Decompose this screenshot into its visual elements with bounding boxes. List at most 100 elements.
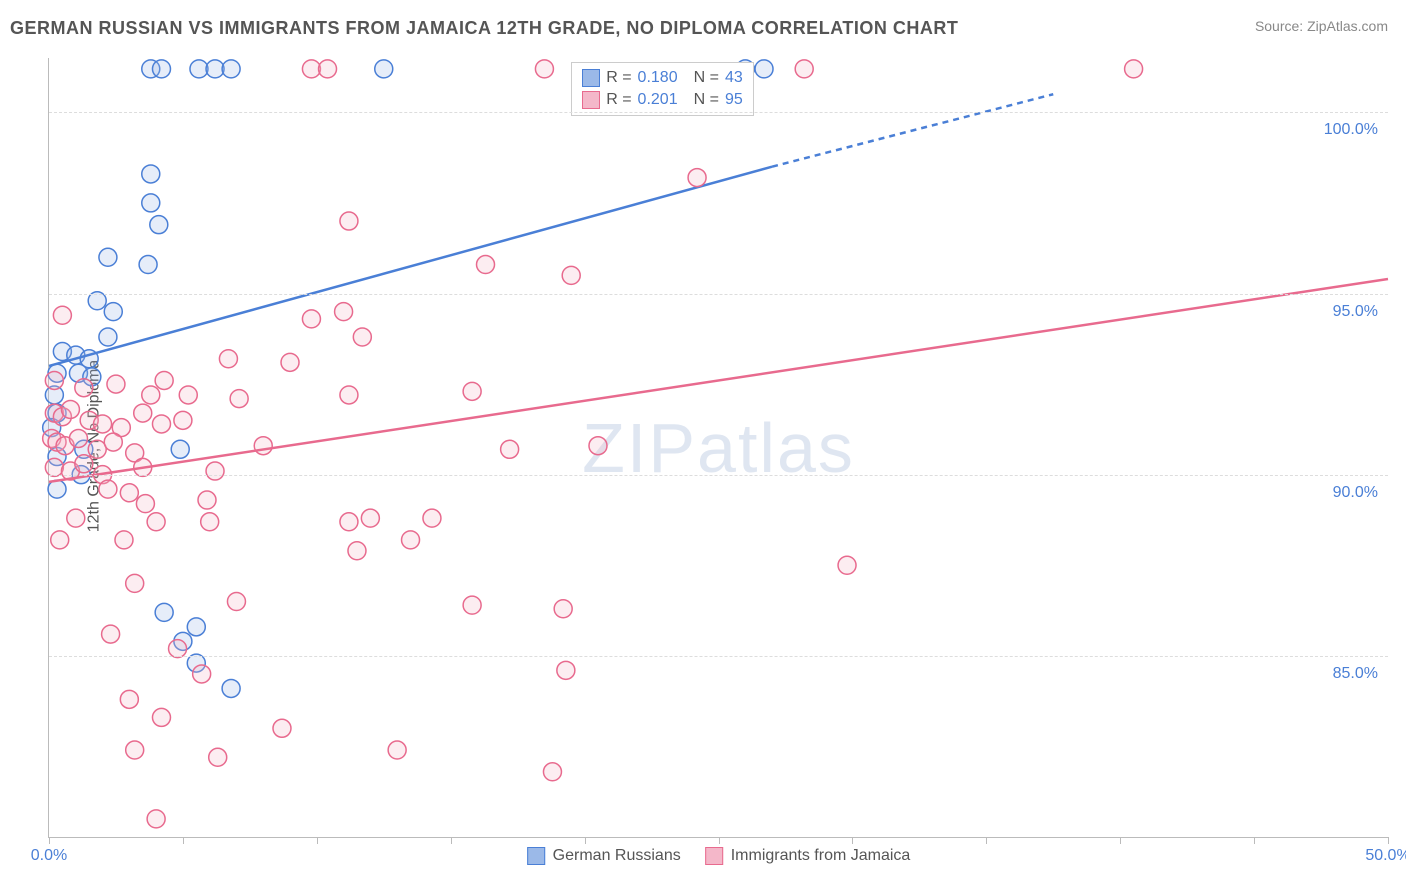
scatter-point (219, 350, 237, 368)
scatter-point (388, 741, 406, 759)
scatter-point (152, 60, 170, 78)
xtick (183, 837, 184, 844)
source-attribution: Source: ZipAtlas.com (1255, 18, 1388, 34)
scatter-point (174, 411, 192, 429)
scatter-point (688, 169, 706, 187)
legend-r-value-0: 0.180 (638, 69, 678, 87)
scatter-point (361, 509, 379, 527)
xtick (1388, 837, 1389, 844)
xtick (719, 837, 720, 844)
scatter-point (348, 542, 366, 560)
swatch-series-0 (582, 69, 600, 87)
legend-stats-row-1: R = 0.201 N = 95 (582, 89, 743, 111)
scatter-point (61, 400, 79, 418)
scatter-point (142, 194, 160, 212)
scatter-point (302, 60, 320, 78)
legend-series: German Russians Immigrants from Jamaica (527, 847, 911, 865)
scatter-point (45, 371, 63, 389)
chart-title: GERMAN RUSSIAN VS IMMIGRANTS FROM JAMAIC… (10, 18, 958, 39)
legend-item-0: German Russians (527, 847, 681, 865)
scatter-point (107, 375, 125, 393)
scatter-point (281, 353, 299, 371)
scatter-point (375, 60, 393, 78)
scatter-point (126, 574, 144, 592)
scatter-point (99, 328, 117, 346)
scatter-point (152, 708, 170, 726)
scatter-point (543, 763, 561, 781)
xtick (49, 837, 50, 844)
scatter-point (69, 429, 87, 447)
scatter-point (75, 455, 93, 473)
scatter-point (302, 310, 320, 328)
scatter-point (155, 371, 173, 389)
scatter-point (126, 741, 144, 759)
xtick (1120, 837, 1121, 844)
plot-area: ZIPatlas R = 0.180 N = 43 R = 0.201 N = … (48, 58, 1388, 838)
scatter-point (838, 556, 856, 574)
scatter-point (139, 256, 157, 274)
xtick (317, 837, 318, 844)
scatter-point (402, 531, 420, 549)
scatter-point (222, 60, 240, 78)
legend-label-0: German Russians (553, 847, 681, 865)
scatter-point (501, 440, 519, 458)
scatter-point (273, 719, 291, 737)
scatter-point (535, 60, 553, 78)
scatter-point (340, 513, 358, 531)
legend-n-value-0: 43 (725, 69, 743, 87)
gridline-h (49, 656, 1388, 657)
legend-label-1: Immigrants from Jamaica (731, 847, 911, 865)
legend-r-label: R = (606, 69, 631, 87)
scatter-point (755, 60, 773, 78)
scatter-point (198, 491, 216, 509)
swatch-series-1 (582, 91, 600, 109)
legend-stats: R = 0.180 N = 43 R = 0.201 N = 95 (571, 62, 754, 116)
xtick-label: 50.0% (1365, 847, 1406, 865)
scatter-point (335, 303, 353, 321)
swatch-bottom-0 (527, 847, 545, 865)
scatter-point (147, 810, 165, 828)
scatter-point (179, 386, 197, 404)
scatter-point (227, 592, 245, 610)
scatter-point (423, 509, 441, 527)
scatter-point (463, 382, 481, 400)
ytick-label: 100.0% (1324, 121, 1378, 139)
scatter-point (206, 60, 224, 78)
scatter-point (319, 60, 337, 78)
scatter-point (353, 328, 371, 346)
scatter-point (120, 484, 138, 502)
scatter-point (99, 248, 117, 266)
legend-stats-row-0: R = 0.180 N = 43 (582, 67, 743, 89)
xtick (852, 837, 853, 844)
gridline-h (49, 475, 1388, 476)
scatter-point (230, 390, 248, 408)
scatter-point (554, 600, 572, 618)
scatter-point (104, 433, 122, 451)
scatter-point (562, 266, 580, 284)
gridline-h (49, 112, 1388, 113)
scatter-point (209, 748, 227, 766)
scatter-point (155, 603, 173, 621)
scatter-point (222, 679, 240, 697)
legend-r-value-1: 0.201 (638, 91, 678, 109)
legend-r-label: R = (606, 91, 631, 109)
ytick-label: 95.0% (1333, 303, 1378, 321)
scatter-point (75, 379, 93, 397)
swatch-bottom-1 (705, 847, 723, 865)
scatter-point (67, 509, 85, 527)
scatter-point (142, 386, 160, 404)
scatter-point (206, 462, 224, 480)
gridline-h (49, 294, 1388, 295)
scatter-point (51, 531, 69, 549)
scatter-point (254, 437, 272, 455)
scatter-point (340, 212, 358, 230)
scatter-point (187, 618, 205, 636)
xtick (451, 837, 452, 844)
scatter-point (152, 415, 170, 433)
scatter-point (104, 303, 122, 321)
scatter-point (115, 531, 133, 549)
xtick (1254, 837, 1255, 844)
legend-n-label: N = (694, 69, 719, 87)
scatter-point (557, 661, 575, 679)
scatter-point (150, 216, 168, 234)
